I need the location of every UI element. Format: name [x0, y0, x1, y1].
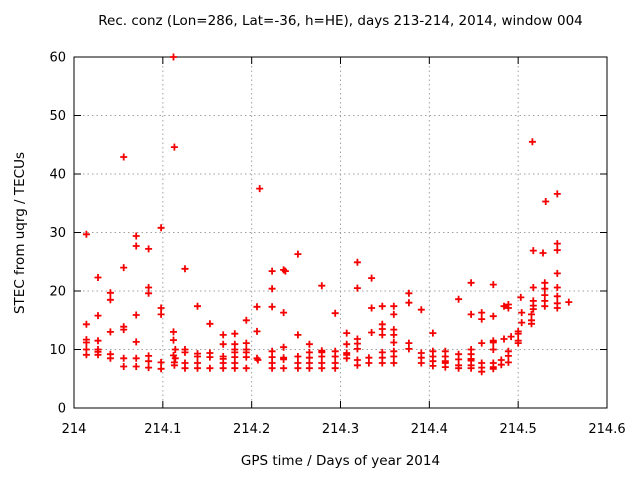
y-tick-label: 40: [49, 168, 66, 183]
x-tick-label: 214.3: [322, 422, 359, 437]
data-points: [82, 53, 573, 376]
y-tick-label: 30: [49, 226, 66, 241]
x-axis-label: GPS time / Days of year 2014: [240, 453, 441, 469]
x-tick-label: 214: [62, 422, 87, 437]
y-axis-label: STEC from uqrg / TECUs: [12, 151, 28, 315]
x-tick-label: 214.1: [144, 422, 181, 437]
y-tick-label: 10: [49, 343, 66, 358]
x-tick-label: 214.5: [500, 422, 537, 437]
x-tick-label: 214.4: [411, 422, 448, 437]
y-tick-label: 50: [49, 109, 66, 124]
plot-border: [73, 56, 608, 409]
x-tick-label: 214.6: [588, 422, 625, 437]
chart-title: Rec. conz (Lon=286, Lat=-36, h=HE), days…: [98, 13, 583, 29]
y-tick-label: 20: [49, 285, 66, 300]
y-tick-label: 60: [49, 51, 66, 66]
y-tick-label: 0: [58, 402, 66, 417]
x-tick-label: 214.2: [233, 422, 270, 437]
